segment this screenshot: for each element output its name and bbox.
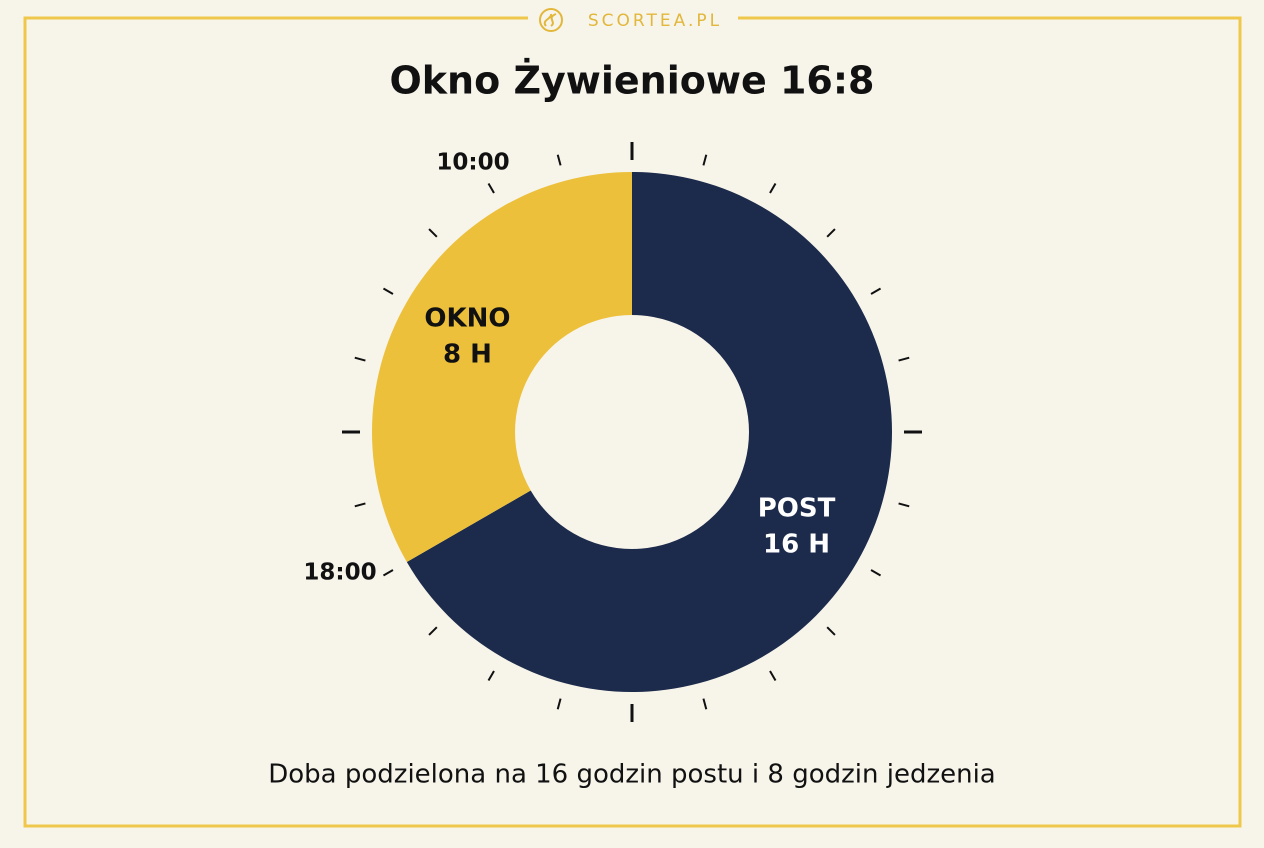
- segment-value-label: 16 H: [763, 530, 830, 560]
- time-annotation: 10:00: [436, 150, 509, 176]
- chart-title: Okno Żywieniowe 16:8: [389, 59, 874, 103]
- clock-mark: [702, 698, 708, 710]
- segment-name: OKNO: [424, 304, 510, 334]
- clock-mark: [826, 228, 836, 238]
- time-annotation: 18:00: [303, 560, 376, 586]
- segment-value-label: 8 H: [443, 340, 492, 370]
- clock-mark: [428, 228, 438, 238]
- logo-ring: [539, 8, 563, 32]
- chart-subtitle: Doba podzielona na 16 godzin postu i 8 g…: [268, 760, 996, 790]
- segment-name: POST: [758, 494, 836, 524]
- logo-glyph: [543, 13, 557, 27]
- clock-mark: [382, 569, 394, 577]
- clock-mark: [870, 287, 882, 295]
- clock-mark: [556, 698, 562, 710]
- donut-segment: [406, 172, 892, 692]
- brand: SCORTEA.PL: [588, 11, 722, 31]
- clock-mark: [428, 626, 438, 636]
- clock-mark: [382, 287, 394, 295]
- clock-mark: [354, 502, 366, 508]
- clock-mark: [898, 502, 910, 508]
- clock-mark: [870, 569, 882, 577]
- clock-ticks: [342, 142, 922, 722]
- clock-mark: [487, 670, 495, 682]
- clock-mark: [487, 182, 495, 194]
- clock-mark: [898, 356, 910, 362]
- brand-gap: [528, 6, 738, 32]
- clock-mark: [826, 626, 836, 636]
- clock-mark: [556, 154, 562, 166]
- clock-mark: [769, 182, 777, 194]
- clock-mark: [702, 154, 708, 166]
- donut: POST 16 H OKNO 8 H: [372, 172, 892, 692]
- donut-segment: [372, 172, 632, 562]
- clock-mark: [354, 356, 366, 362]
- brand-logo: [539, 8, 563, 32]
- clock-mark: [769, 670, 777, 682]
